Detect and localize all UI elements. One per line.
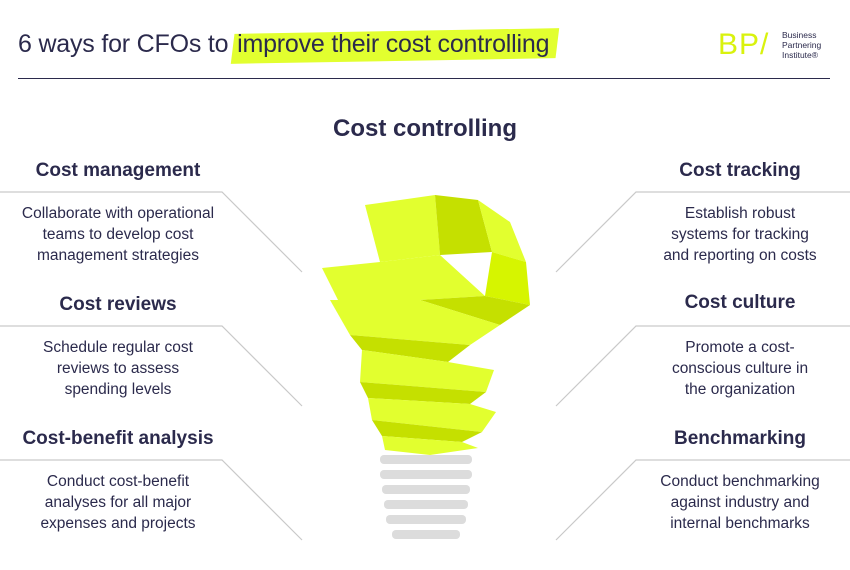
item-desc-benchmarking: Conduct benchmarking against industry an… [660, 473, 820, 532]
logo-mark: BP/ [718, 28, 770, 61]
item-title-cost-tracking: Cost tracking [679, 160, 801, 181]
page-title-plain: 6 ways for CFOs to [18, 30, 229, 58]
item-title-cost-benefit-analysis: Cost-benefit analysis [22, 428, 214, 449]
connector-line [555, 191, 850, 273]
lightbulb-icon [322, 195, 530, 539]
item-desc-cost-tracking: Establish robust systems for tracking an… [663, 205, 817, 264]
connector-line [0, 325, 303, 407]
item-title-cost-management: Cost management [35, 160, 201, 181]
bulb-base-ring [382, 485, 470, 494]
bulb-base-ring [384, 500, 468, 509]
bulb-base-ring [380, 470, 472, 479]
page-title: 6 ways for CFOs to improve their cost co… [18, 27, 551, 61]
item-desc-cost-reviews: Schedule regular cost reviews to assess … [43, 339, 193, 398]
logo-line-2: Partnering [782, 40, 822, 50]
bulb-base-ring [392, 530, 460, 539]
logo-line-1: Business [782, 30, 817, 40]
bulb-base-ring [380, 455, 472, 464]
item-title-benchmarking: Benchmarking [674, 428, 806, 449]
connector-line [555, 325, 850, 407]
item-desc-cost-management: Collaborate with operational teams to de… [21, 205, 215, 264]
connector-lines-left [0, 191, 303, 541]
header-divider [18, 78, 830, 79]
logo-line-3: Institute® [782, 50, 819, 60]
connector-line [0, 191, 303, 273]
item-title-cost-reviews: Cost reviews [59, 294, 177, 315]
item-desc-cost-benefit-analysis: Conduct cost-benefit analyses for all ma… [40, 473, 196, 532]
page-title-highlight: improve their cost controlling [235, 27, 551, 61]
logo-text: Business Partnering Institute® [782, 30, 821, 60]
connector-line [0, 459, 303, 541]
diagram-title: Cost controlling [333, 115, 517, 142]
bulb-base-ring [386, 515, 466, 524]
connector-lines-right [555, 191, 850, 541]
connector-line [555, 459, 850, 541]
item-desc-cost-culture: Promote a cost- conscious culture in the… [671, 339, 809, 398]
item-title-cost-culture: Cost culture [684, 292, 796, 313]
